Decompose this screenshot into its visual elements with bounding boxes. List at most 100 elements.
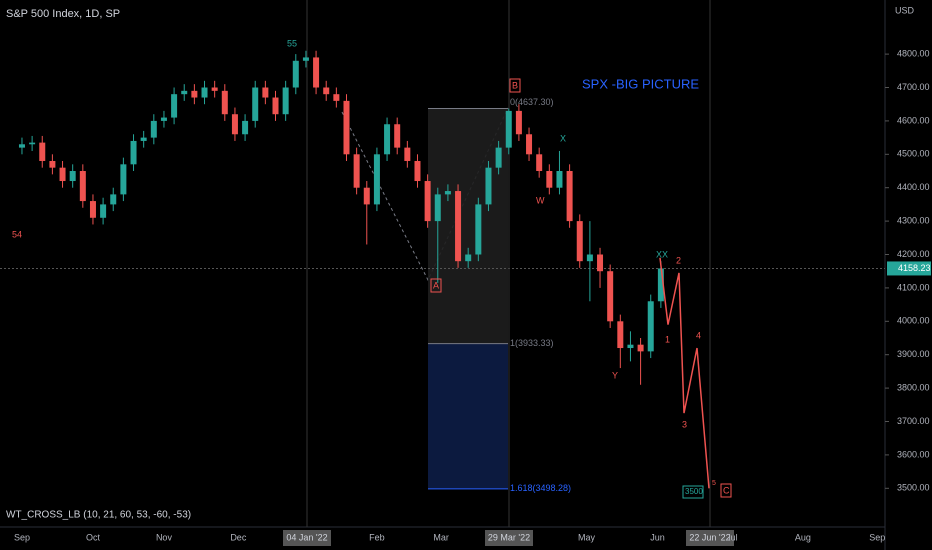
candle-body [282, 87, 289, 115]
wave-label: Y [612, 370, 618, 380]
x-tick-label: Mar [433, 532, 449, 542]
candle-body [627, 344, 634, 349]
wave-label: 3 [682, 419, 687, 429]
candle-body [597, 254, 604, 272]
candle-body [313, 57, 320, 88]
wave-label: 1 [665, 334, 670, 344]
candle-body [475, 204, 482, 255]
candle-body [657, 268, 664, 302]
candle-body [343, 100, 350, 155]
candle-body [211, 87, 218, 91]
last-price-label: 4158.23 [898, 263, 931, 273]
candle-body [576, 221, 583, 262]
candle-body [333, 94, 340, 101]
y-tick-label: 3700.00 [897, 416, 930, 426]
candle-body [272, 97, 279, 115]
candle-body [404, 147, 411, 161]
wave-label: X [560, 133, 566, 143]
x-tick-label: Nov [156, 532, 173, 542]
fib-zone [428, 343, 508, 489]
candle-body [485, 167, 492, 205]
candle-body [455, 191, 462, 262]
y-tick-label: 4800.00 [897, 48, 930, 58]
candle-body [292, 60, 299, 88]
candle-body [69, 171, 76, 182]
wave-label: B [512, 80, 518, 90]
x-tick-label: Oct [86, 532, 101, 542]
y-tick-label: 4300.00 [897, 215, 930, 225]
fib-label: 0(4637.30) [510, 97, 554, 107]
x-tick-label: Sep [14, 532, 30, 542]
candle-body [323, 87, 330, 95]
y-tick-label: 4000.00 [897, 316, 930, 326]
candle-body [160, 117, 167, 121]
date-tag-label: 04 Jan '22 [286, 532, 327, 542]
candle-body [110, 194, 117, 205]
wave-label: A [433, 280, 439, 290]
symbol-header: S&P 500 Index, 1D, SP [6, 8, 120, 20]
candle-body [505, 110, 512, 148]
wave-box [720, 483, 732, 498]
y-tick-label: 4500.00 [897, 149, 930, 159]
fib-label: 1(3933.33) [510, 338, 554, 348]
candle-body [140, 137, 147, 141]
wave-label: 2 [676, 255, 681, 265]
candle-body [434, 194, 441, 222]
date-tag-label: 22 Jun '22 [689, 532, 730, 542]
wave-label: W [536, 195, 545, 205]
candle-body [353, 154, 360, 188]
wave-label: 55 [287, 38, 297, 48]
x-tick-label: Jun [650, 532, 665, 542]
date-tag [283, 530, 331, 546]
wave-label: XX [656, 249, 668, 259]
candle-body [89, 201, 96, 218]
x-tick-label: Aug [795, 532, 811, 542]
wave-label: C [723, 485, 730, 495]
candle-body [465, 254, 472, 262]
y-tick-label: 4400.00 [897, 182, 930, 192]
y-tick-label: 4600.00 [897, 115, 930, 125]
candle-body [262, 87, 269, 98]
candle-body [171, 94, 178, 118]
currency: USD [895, 5, 915, 15]
candle-body [49, 160, 56, 168]
candle-body [100, 204, 107, 218]
last-price-tag [887, 261, 931, 276]
indicator-label: WT_CROSS_LB (10, 21, 60, 53, -60, -53) [6, 510, 191, 521]
candle-body [201, 87, 208, 98]
target-label: 3500 [685, 487, 703, 496]
candle-body [29, 142, 36, 145]
y-tick-label: 3500.00 [897, 483, 930, 493]
candle-body [566, 171, 573, 222]
candle-body [637, 344, 644, 352]
candle-body [515, 110, 522, 135]
x-tick-label: Feb [369, 532, 385, 542]
candle-body [586, 254, 593, 262]
candle-body [231, 114, 238, 135]
candle-body [526, 134, 533, 155]
projection-line [659, 257, 710, 489]
wave-label: 5 [712, 480, 716, 487]
y-tick-label: 3600.00 [897, 449, 930, 459]
x-tick-label: Jul [726, 532, 738, 542]
candle-body [384, 124, 391, 155]
date-tag-label: 29 Mar '22 [488, 532, 530, 542]
fib-label: 1.618(3498.28) [510, 483, 571, 493]
wave-box [509, 78, 521, 93]
candle-body [221, 90, 228, 115]
date-tag [686, 530, 734, 546]
y-tick-label: 4700.00 [897, 82, 930, 92]
y-tick-label: 4100.00 [897, 282, 930, 292]
candle-body [252, 87, 259, 121]
y-tick-label: 4200.00 [897, 249, 930, 259]
candle-body [150, 120, 157, 138]
candle-body [647, 301, 654, 352]
candle-body [546, 171, 553, 188]
candle-body [556, 171, 563, 188]
candle-body [394, 124, 401, 148]
candle-body [495, 147, 502, 168]
candle-body [617, 321, 624, 349]
y-tick-label: 3800.00 [897, 382, 930, 392]
y-tick-label: 3900.00 [897, 349, 930, 359]
